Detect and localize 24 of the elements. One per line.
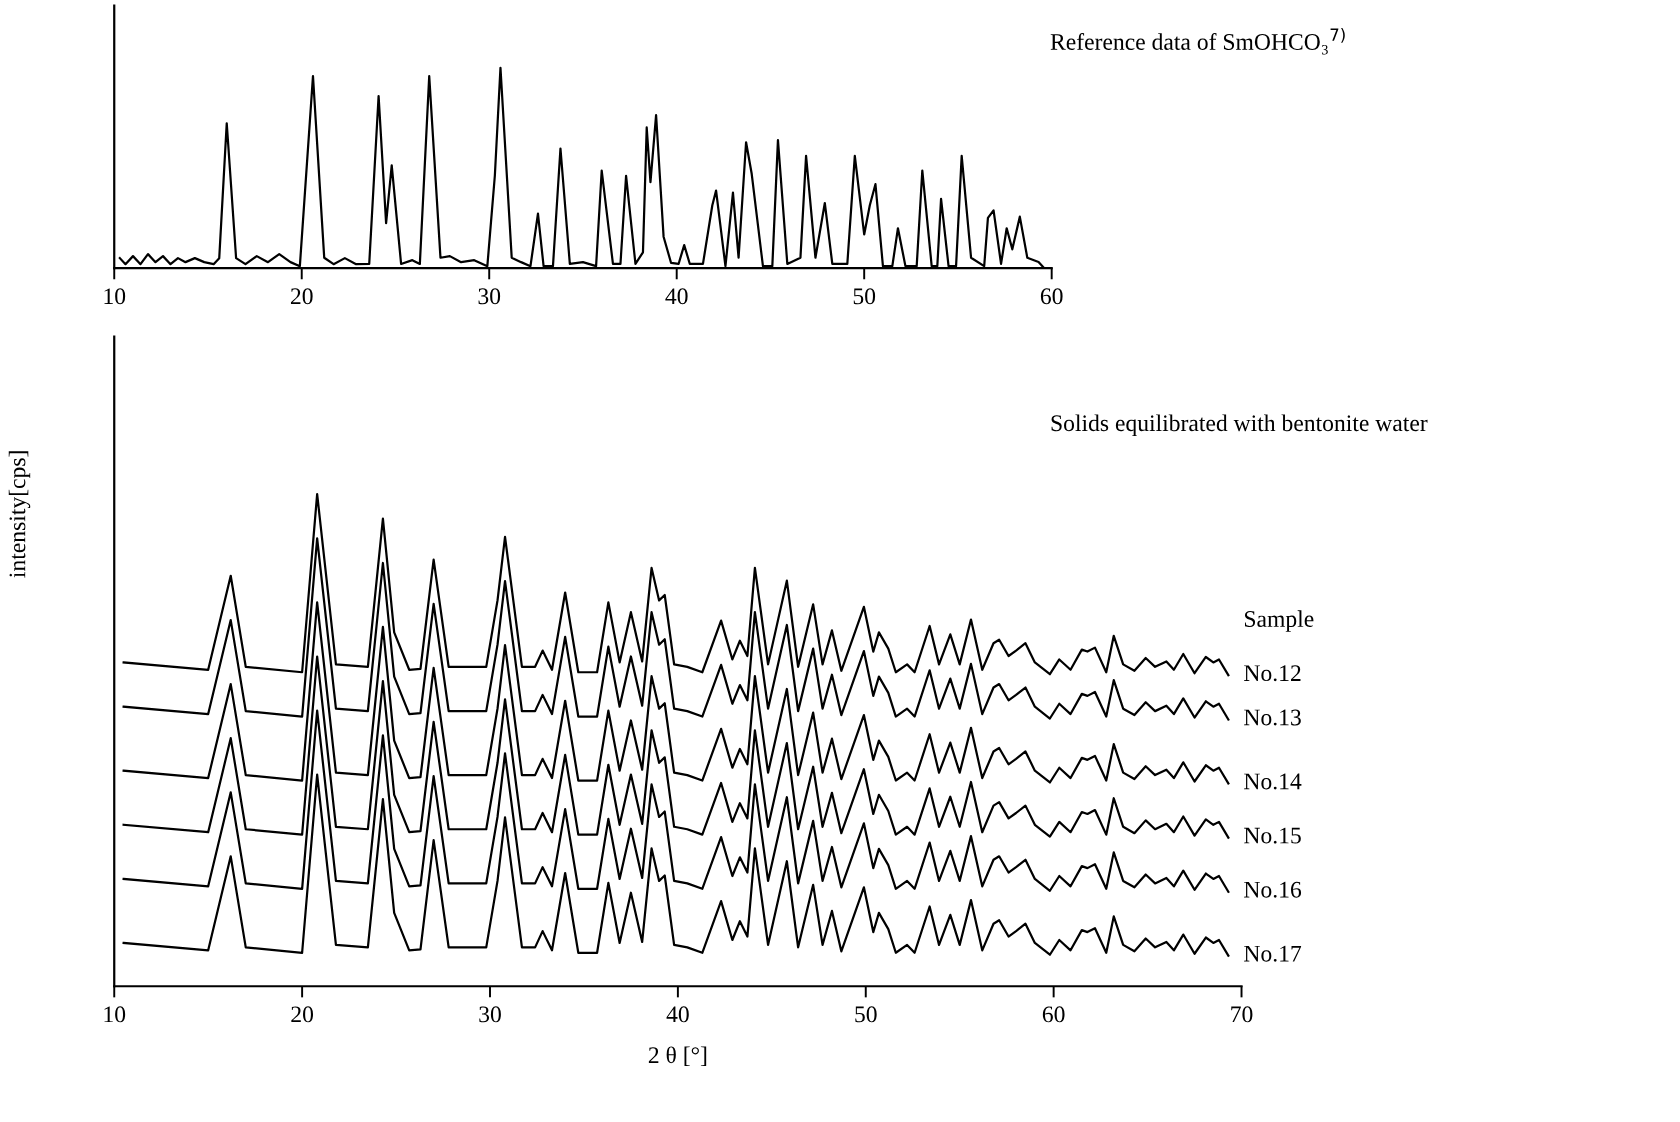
x-tick-label: 70 (1231, 1006, 1253, 1023)
x-tick-label: 20 (291, 1006, 314, 1023)
series-label: No.16 (1244, 881, 1302, 898)
x-tick-label: 30 (479, 1006, 501, 1023)
x-tick-label: 50 (853, 288, 876, 305)
text: Reference data of SmOHCO₃$^{7)}$ (1050, 28, 1345, 55)
x-tick-label: 60 (1040, 288, 1063, 305)
x-tick-label: 50 (855, 1006, 877, 1023)
x-tick-label: 20 (290, 288, 313, 305)
chart-title: Solids equilibrated with bentonite water (1051, 414, 1428, 436)
x-tick-label: 30 (478, 288, 501, 305)
series-label: No.13 (1244, 709, 1301, 726)
y-axis-title: intensity[cps] (8, 451, 31, 578)
legend-title: Sample (1244, 610, 1314, 632)
series-label: No.14 (1244, 773, 1302, 790)
series-label: No.12 (1244, 665, 1301, 682)
x-tick-label: 40 (665, 288, 688, 305)
series-label: No.15 (1244, 827, 1301, 844)
series-label: No.17 (1244, 945, 1302, 962)
x-axis-title: 2 θ [°] (648, 1046, 707, 1067)
x-tick-label: 60 (1042, 1006, 1065, 1023)
x-tick-label: 10 (104, 1006, 126, 1023)
x-tick-label: 40 (666, 1006, 689, 1023)
x-tick-label: 10 (104, 288, 126, 305)
